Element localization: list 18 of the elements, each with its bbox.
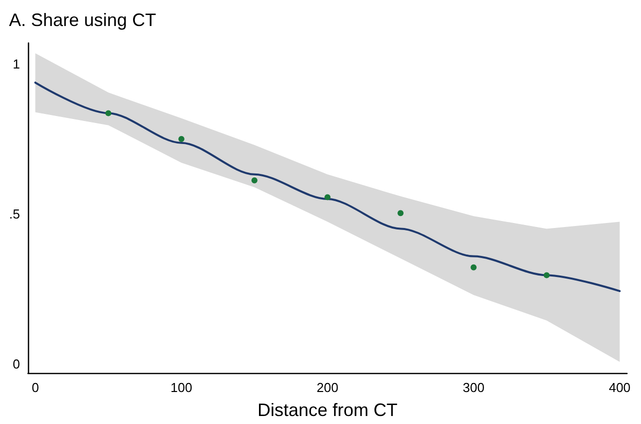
y-tick-label: .5	[9, 206, 20, 222]
point	[398, 210, 404, 216]
point	[251, 177, 258, 184]
point	[105, 110, 112, 116]
y-tick-label: 0	[12, 356, 20, 372]
x-axis-title: Distance from CT	[257, 400, 398, 420]
x-tick-label: 100	[170, 380, 192, 395]
point	[470, 264, 477, 270]
point	[178, 136, 184, 142]
line-series	[34, 82, 621, 292]
point	[544, 272, 550, 278]
x-tick-label: 0	[32, 380, 39, 395]
x-tick-label: 300	[462, 380, 484, 395]
point	[324, 194, 330, 200]
y-tick-label: 1	[12, 56, 20, 72]
x-tick-label: 200	[316, 380, 338, 395]
chart-title: A. Share using CT	[9, 10, 156, 30]
x-tick-label: 400	[608, 380, 631, 395]
